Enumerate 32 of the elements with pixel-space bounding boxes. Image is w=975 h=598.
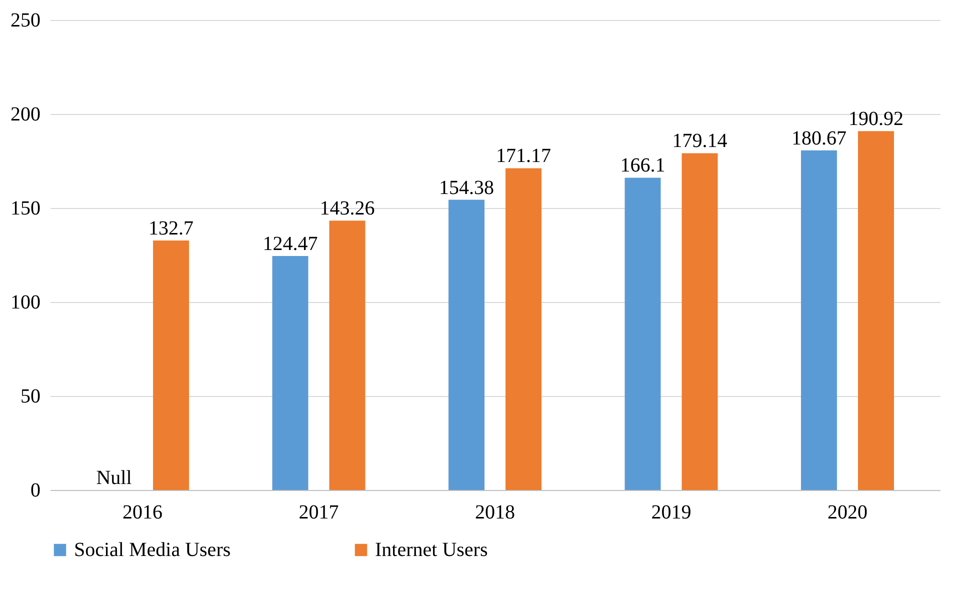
data-label: 132.7: [148, 218, 194, 240]
x-tick-label: 2019: [651, 502, 692, 524]
x-tick-label: 2017: [298, 502, 339, 524]
bar: [624, 178, 661, 490]
x-tick-label: 2018: [475, 502, 515, 524]
data-label: 154.38: [438, 176, 494, 199]
x-tick-label: 2016: [122, 502, 163, 524]
y-tick-label: 150: [10, 198, 40, 220]
bar: [448, 200, 484, 490]
bar: [506, 168, 542, 490]
data-label: 190.92: [848, 108, 904, 130]
data-label: 166.1: [620, 154, 666, 177]
bar: [800, 150, 837, 490]
data-label: 171.17: [496, 145, 552, 168]
y-tick-label: 0: [30, 480, 40, 502]
y-tick-label: 250: [10, 10, 40, 32]
y-tick-label: 100: [10, 292, 40, 314]
data-label: 124.47: [262, 232, 318, 255]
data-label: 180.67: [791, 127, 846, 150]
y-tick-label: 200: [10, 104, 40, 126]
text: Null: [96, 467, 132, 489]
x-tick-label: 2020: [827, 502, 868, 524]
bar: [272, 256, 308, 490]
legend-label: Social Media Users: [74, 539, 231, 561]
data-label: 143.26: [320, 198, 375, 220]
bar: [858, 131, 894, 490]
bar: [153, 240, 190, 490]
bar: [329, 220, 366, 490]
y-tick-label: 50: [20, 386, 40, 408]
data-label: 179.14: [672, 130, 728, 152]
bar: [682, 153, 718, 490]
legend-label: Internet Users: [375, 539, 488, 561]
